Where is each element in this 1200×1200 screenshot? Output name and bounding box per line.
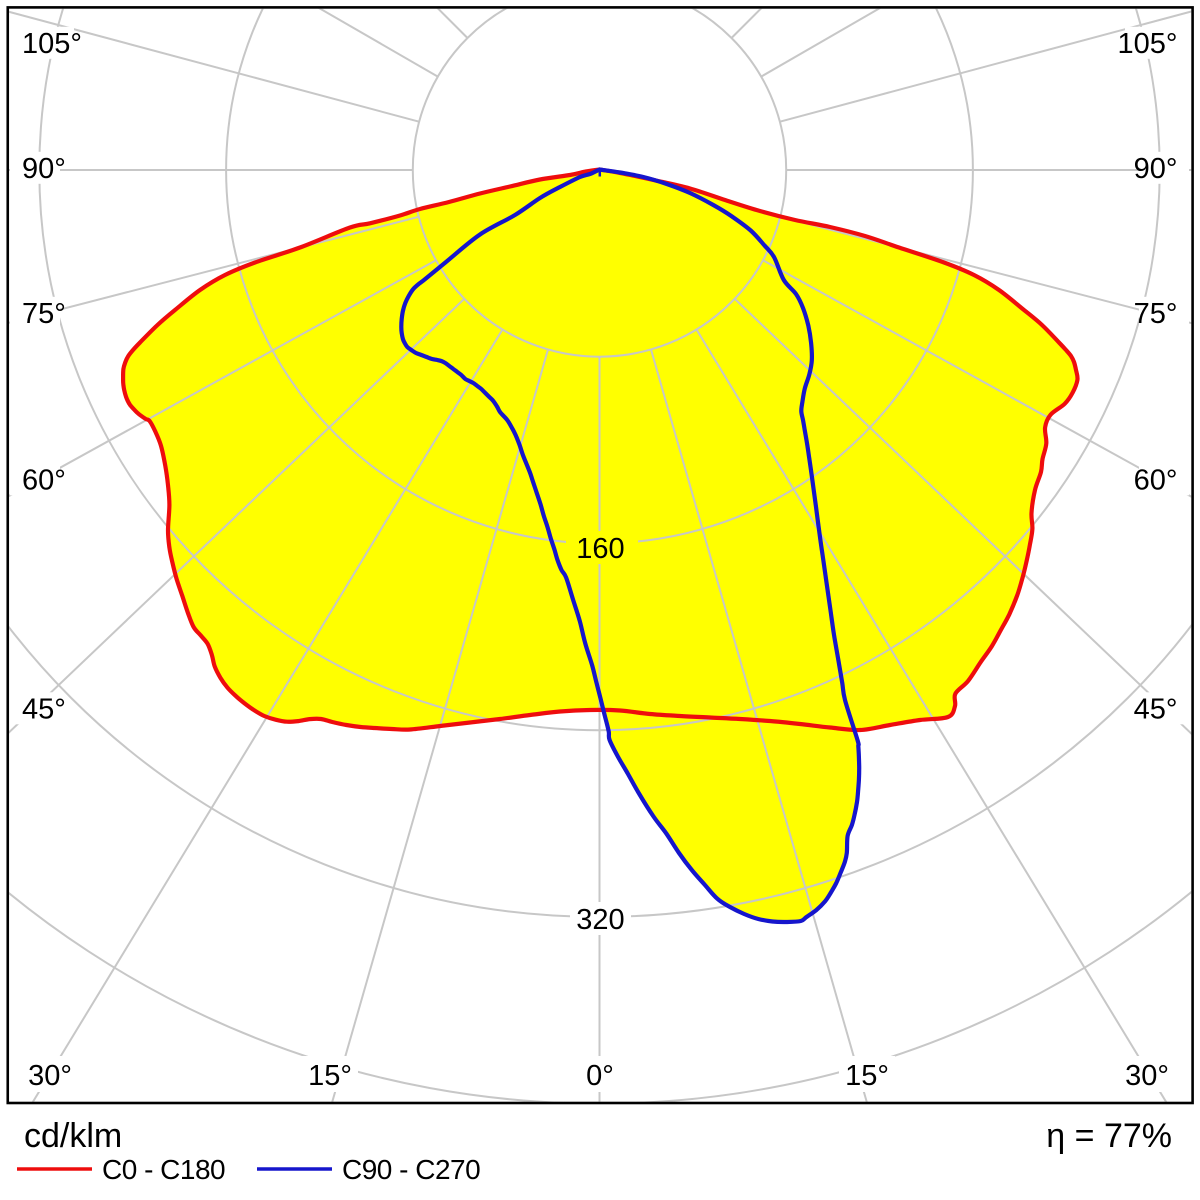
svg-text:45°: 45°: [1134, 693, 1178, 725]
svg-text:105°: 105°: [1118, 28, 1178, 60]
svg-text:90°: 90°: [22, 153, 66, 185]
svg-text:15°: 15°: [845, 1060, 889, 1092]
svg-text:C90 - C270: C90 - C270: [342, 1154, 480, 1185]
svg-text:45°: 45°: [22, 693, 66, 725]
svg-text:60°: 60°: [1134, 464, 1178, 496]
svg-text:160: 160: [576, 533, 624, 565]
svg-text:60°: 60°: [22, 464, 66, 496]
svg-text:C0 - C180: C0 - C180: [102, 1154, 225, 1185]
svg-text:105°: 105°: [22, 28, 82, 60]
svg-text:90°: 90°: [1134, 153, 1178, 185]
svg-text:320: 320: [576, 904, 624, 936]
svg-text:75°: 75°: [22, 298, 66, 330]
svg-text:75°: 75°: [1134, 298, 1178, 330]
svg-text:cd/klm: cd/klm: [24, 1117, 122, 1155]
svg-text:0°: 0°: [586, 1060, 614, 1092]
svg-text:η = 77%: η = 77%: [1046, 1117, 1172, 1155]
svg-text:30°: 30°: [28, 1060, 72, 1092]
svg-text:15°: 15°: [308, 1060, 352, 1092]
svg-text:30°: 30°: [1125, 1060, 1169, 1092]
